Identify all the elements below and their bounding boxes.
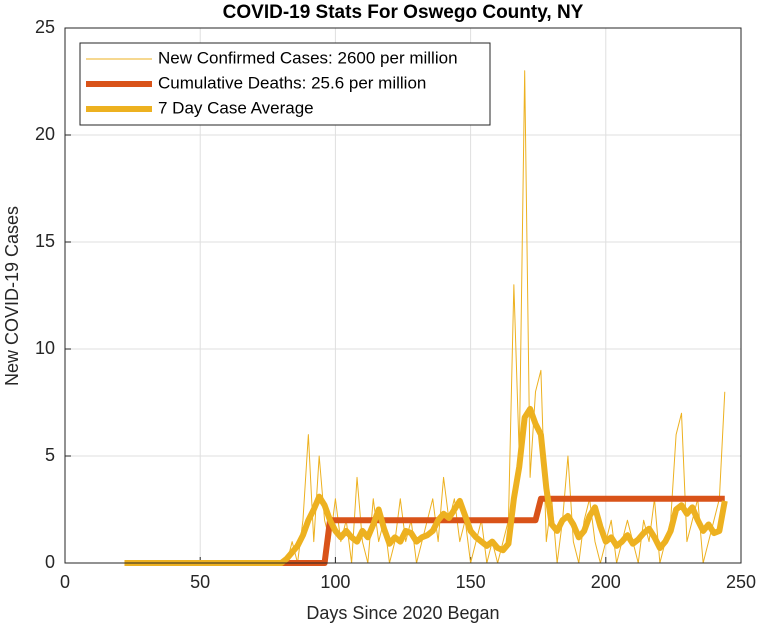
y-tick-label: 15	[35, 231, 55, 251]
x-tick-label: 250	[726, 572, 756, 592]
y-tick-label: 25	[35, 17, 55, 37]
x-tick-label: 150	[456, 572, 486, 592]
legend: New Confirmed Cases: 2600 per million Cum…	[79, 42, 491, 126]
x-tick-label: 100	[320, 572, 350, 592]
x-axis-label: Days Since 2020 Began	[306, 603, 499, 623]
y-tick-label: 5	[45, 445, 55, 465]
x-tick-label: 200	[591, 572, 621, 592]
legend-label: Cumulative Deaths: 25.6 per million	[158, 73, 426, 92]
x-tick-label: 50	[190, 572, 210, 592]
y-tick-label: 10	[35, 338, 55, 358]
chart-title: COVID-19 Stats For Oswego County, NY	[223, 2, 584, 23]
axes-box	[64, 27, 742, 564]
y-tick-label: 20	[35, 124, 55, 144]
x-tick-label: 0	[60, 572, 70, 592]
legend-label: 7 Day Case Average	[158, 98, 314, 117]
legend-label: New Confirmed Cases: 2600 per million	[158, 48, 458, 67]
y-axis-label: New COVID-19 Cases	[2, 206, 22, 386]
y-tick-label: 0	[45, 552, 55, 572]
